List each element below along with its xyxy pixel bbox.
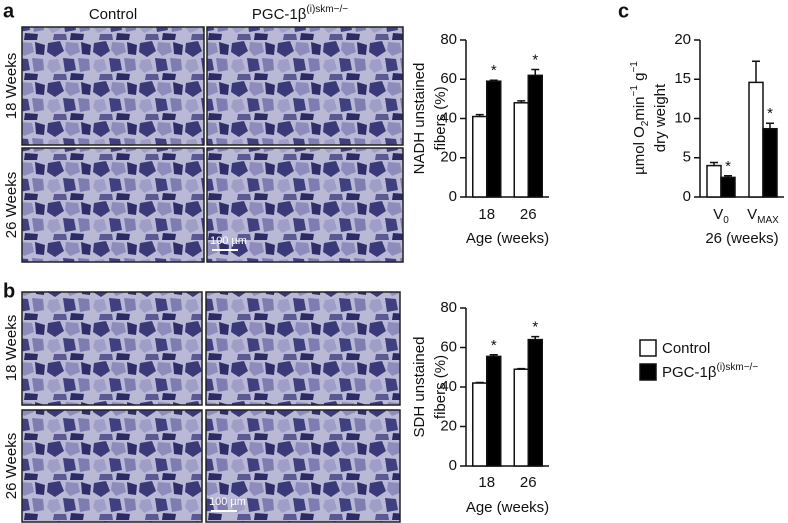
category: 18 (478, 474, 495, 491)
bar (748, 81, 764, 198)
significance-mark: * (491, 337, 497, 354)
y-tick-label: 60 (440, 338, 457, 355)
y-axis-label: SDH unstained (411, 337, 428, 438)
micrograph (205, 291, 401, 406)
bar (513, 102, 529, 198)
x-tick-label: 18 (478, 474, 495, 491)
bar (486, 355, 502, 467)
bar (527, 338, 543, 467)
y-tick-label: 40 (440, 378, 457, 395)
y-tick-label: 80 (440, 31, 457, 48)
y-tick-label: 0 (449, 457, 457, 474)
category: V (713, 206, 723, 223)
micrograph (206, 26, 404, 146)
y-axis-label: µmol O2min−1 g−1 (629, 61, 651, 175)
category-subscript: 0 (723, 215, 729, 226)
y-tick-label: 10 (674, 109, 691, 126)
category: 18 (478, 206, 495, 223)
micrograph (205, 409, 401, 523)
row-label: 26 Weeks (3, 172, 20, 238)
bar (762, 127, 778, 198)
x-tick-label: V0 (713, 206, 729, 226)
significance-mark: * (725, 158, 731, 175)
micrograph (21, 409, 203, 523)
bar (486, 80, 502, 198)
category-subscript: MAX (757, 215, 779, 226)
y-axis-label: fibers (%) (432, 86, 449, 150)
y-tick-label: 20 (674, 31, 691, 48)
x-axis-label: Age (weeks) (466, 499, 549, 516)
significance-mark: * (491, 62, 497, 79)
bar (472, 382, 488, 467)
column-header: PGC-1β(i)skm−/− (252, 4, 348, 23)
micrograph (206, 147, 404, 263)
bar (720, 176, 736, 198)
panel-letter: a (3, 0, 15, 22)
category: 26 (520, 474, 537, 491)
significance-mark: * (532, 51, 538, 68)
error-bar (766, 122, 774, 129)
panel-letter: c (618, 0, 629, 22)
legend-swatch (639, 363, 657, 381)
panel-letter: b (3, 280, 15, 302)
micrograph (21, 26, 205, 146)
x-tick-label: 26 (520, 474, 537, 491)
y-tick-label: 15 (674, 70, 691, 87)
x-axis-label: 26 (weeks) (705, 230, 778, 247)
x-axis-label: Age (weeks) (466, 230, 549, 247)
micrograph (21, 291, 203, 406)
y-tick-label: 60 (440, 70, 457, 87)
y-tick-label: 5 (683, 149, 691, 166)
row-label: 18 Weeks (3, 315, 20, 381)
category: V (747, 206, 757, 223)
y-tick-label: 40 (440, 109, 457, 126)
row-label: 26 Weeks (3, 433, 20, 499)
y-tick-label: 0 (683, 188, 691, 205)
bar (513, 368, 529, 467)
error-bar (752, 60, 760, 83)
micrographs (21, 26, 404, 523)
legend-label: Control (662, 340, 710, 357)
error-bar (531, 68, 540, 76)
legend-label: PGC-1β(i)skm−/− (662, 362, 758, 381)
bar (706, 164, 722, 198)
y-tick-label: 20 (440, 417, 457, 434)
scale-label: 100 µm (210, 235, 247, 247)
column-header: Control (89, 6, 137, 23)
y-axis-label: fibers (%) (432, 355, 449, 419)
scale-label: 100 µm (209, 496, 246, 508)
bar (472, 115, 488, 198)
row-label: 18 Weeks (3, 53, 20, 119)
x-tick-label: 18 (478, 206, 495, 223)
bar (527, 74, 543, 198)
x-tick-label: VMAX (747, 206, 779, 226)
y-axis-label: dry weight (652, 83, 669, 152)
legend-swatch (639, 339, 657, 357)
y-tick-label: 0 (449, 188, 457, 205)
micrograph (21, 147, 205, 263)
significance-mark: * (532, 319, 538, 336)
x-tick-label: 26 (520, 206, 537, 223)
significance-mark: * (767, 105, 773, 122)
y-axis-label: NADH unstained (411, 63, 428, 175)
y-tick-label: 20 (440, 149, 457, 166)
category: 26 (520, 206, 537, 223)
y-tick-label: 80 (440, 299, 457, 316)
